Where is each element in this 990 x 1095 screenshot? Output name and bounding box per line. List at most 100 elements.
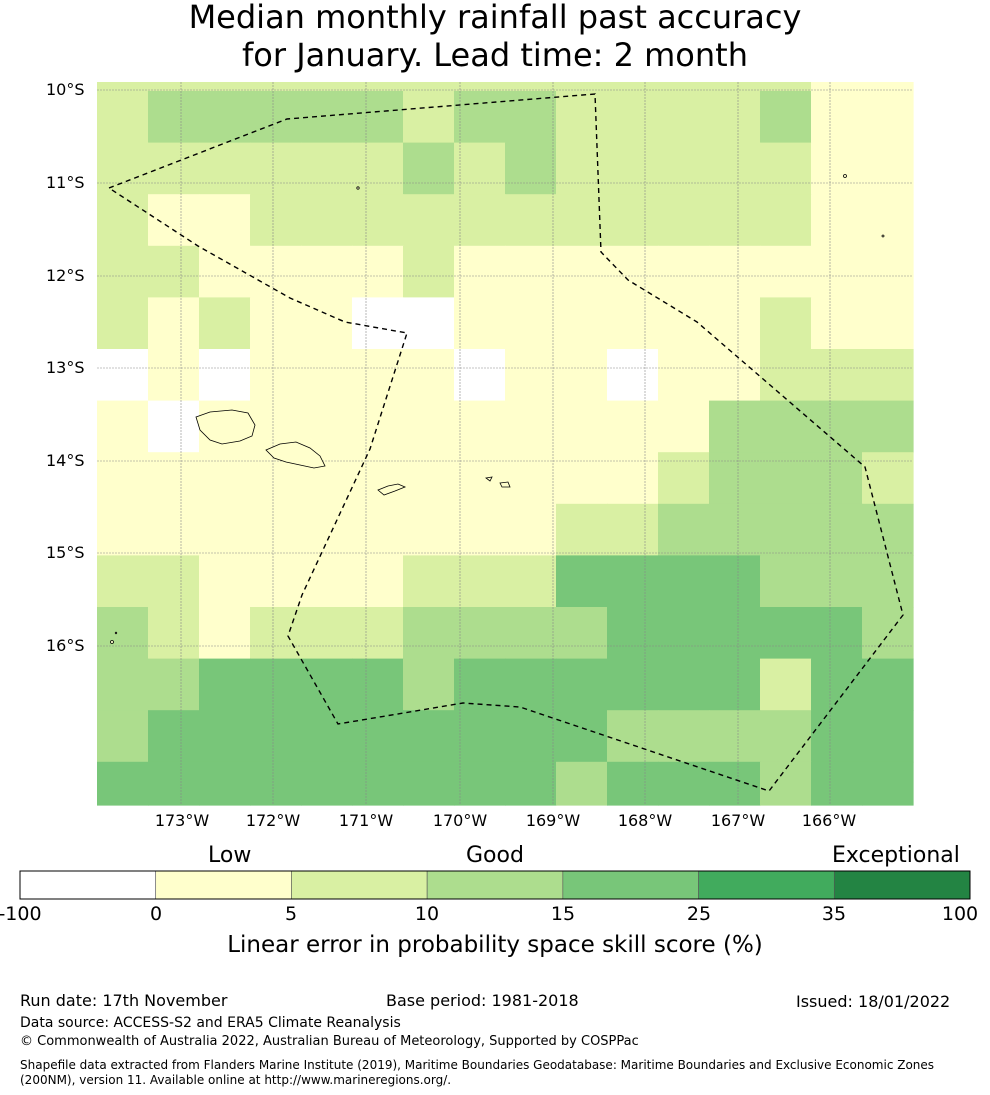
tick-label: 35 <box>821 903 847 925</box>
grid-cell <box>760 710 812 763</box>
grid-cell <box>658 658 710 711</box>
grid-cell <box>199 452 251 505</box>
grid-cell <box>505 452 557 505</box>
grid-cell <box>658 142 710 195</box>
grid-cell <box>811 607 863 660</box>
grid-cell <box>811 297 863 350</box>
grid-cell <box>301 761 353 806</box>
grid-cell <box>709 91 761 144</box>
grid-cell <box>607 452 659 505</box>
map-title-line-2: for January. Lead time: 2 month <box>242 36 748 74</box>
grid-cell <box>97 400 149 453</box>
grid-cell <box>862 91 914 144</box>
grid-cell <box>454 82 506 92</box>
grid-cell <box>607 555 659 608</box>
grid-cell <box>862 658 914 711</box>
grid-cell <box>148 245 200 298</box>
grid-cell <box>148 400 200 453</box>
map-title-line-1: Median monthly rainfall past accuracy <box>188 0 802 36</box>
lat-label-11s: 11°S <box>46 173 85 192</box>
grid-cell <box>709 82 761 92</box>
grid-cell <box>301 297 353 350</box>
swains-island <box>356 186 360 190</box>
grid-cell <box>250 503 302 556</box>
grid-cell <box>556 658 608 711</box>
grid-cell <box>556 194 608 247</box>
grid-cell <box>148 710 200 763</box>
grid-cell <box>250 142 302 195</box>
grid-cell <box>709 555 761 608</box>
lon-label-172w: 172°W <box>245 811 301 830</box>
grid-cell <box>607 349 659 402</box>
grid-cell <box>556 555 608 608</box>
grid-cell <box>97 452 149 505</box>
graticule <box>97 82 913 805</box>
grid-cell <box>811 452 863 505</box>
grid-cell <box>352 761 404 806</box>
shapefile-credit-line-2: (200NM), version 11. Available online at… <box>20 1073 452 1087</box>
grid-cell <box>250 761 302 806</box>
grid-cell <box>148 82 200 92</box>
grid-cell <box>352 82 404 92</box>
grid-cell <box>97 658 149 711</box>
grid-cell <box>811 349 863 402</box>
grid-cell <box>97 245 149 298</box>
tau-island <box>499 481 511 488</box>
grid-cell <box>250 297 302 350</box>
grid-cell <box>301 91 353 144</box>
grid-cell <box>658 82 710 92</box>
grid-cell <box>454 452 506 505</box>
colorbar-segment <box>698 870 835 900</box>
grid-cell <box>556 503 608 556</box>
grid-cell <box>556 91 608 144</box>
grid-cell <box>148 761 200 806</box>
grid-cell <box>862 710 914 763</box>
copyright: © Commonwealth of Australia 2022, Austra… <box>20 1034 639 1049</box>
grid-cell <box>352 555 404 608</box>
category-good: Good <box>466 843 524 868</box>
grid-cell <box>454 400 506 453</box>
colorbar-label: Linear error in probability space skill … <box>227 932 763 958</box>
grid-cell <box>505 349 557 402</box>
grid-cell <box>760 503 812 556</box>
grid-cell <box>97 82 149 92</box>
grid-cell <box>97 607 149 660</box>
grid-cell <box>454 297 506 350</box>
grid-cell <box>403 245 455 298</box>
grid-cell <box>709 710 761 763</box>
grid-cell <box>811 400 863 453</box>
grid-cell <box>403 194 455 247</box>
grid-cell <box>199 91 251 144</box>
grid-cell <box>658 297 710 350</box>
grid-cell <box>148 194 200 247</box>
grid-cell <box>505 297 557 350</box>
lat-label-10s: 10°S <box>46 80 85 99</box>
grid-cell <box>403 91 455 144</box>
grid-cell <box>556 400 608 453</box>
grid-cell <box>505 194 557 247</box>
grid-cell <box>862 452 914 505</box>
grid-cell <box>811 142 863 195</box>
grid-cell <box>658 452 710 505</box>
grid-cell <box>148 503 200 556</box>
grid-cell <box>607 710 659 763</box>
grid-cell <box>607 297 659 350</box>
grid-cell <box>352 503 404 556</box>
grid-cell <box>403 349 455 402</box>
grid-cell <box>403 82 455 92</box>
grid-cell <box>97 761 149 806</box>
grid-cell <box>352 245 404 298</box>
grid-cell <box>658 555 710 608</box>
grid-cell <box>199 658 251 711</box>
grid-cell <box>454 503 506 556</box>
grid-cell <box>709 761 761 806</box>
skill-grid <box>97 82 914 806</box>
grid-cell <box>250 82 302 92</box>
grid-cell <box>607 82 659 92</box>
grid-cell <box>97 194 149 247</box>
grid-cell <box>607 142 659 195</box>
grid-cell <box>97 555 149 608</box>
grid-cell <box>199 142 251 195</box>
grid-cell <box>352 349 404 402</box>
grid-cell <box>658 91 710 144</box>
